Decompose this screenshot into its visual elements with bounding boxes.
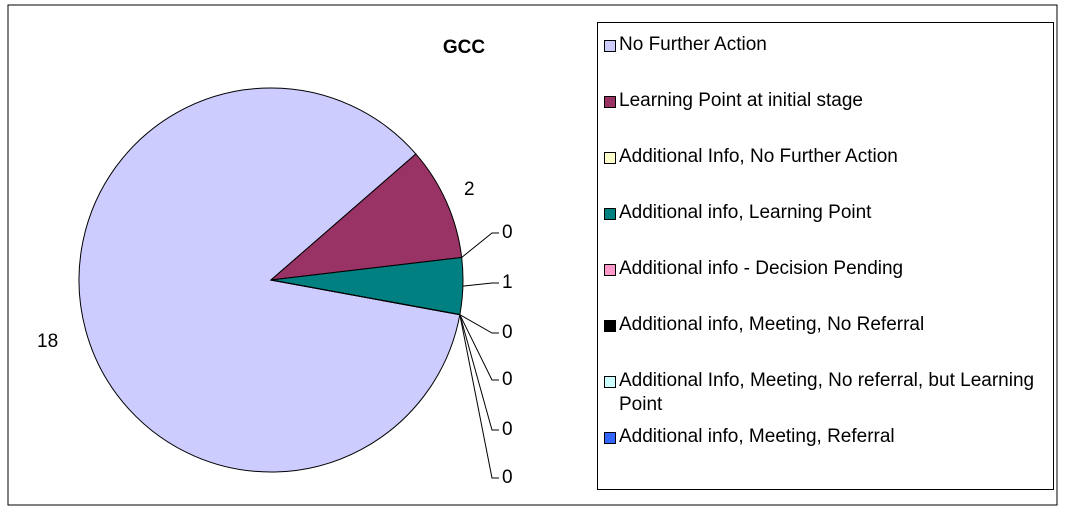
legend-item: Additional info - Decision Pending: [604, 257, 1044, 281]
legend-label: Additional info, Learning Point: [619, 202, 872, 223]
legend-label: Learning Point at initial stage: [619, 90, 863, 111]
leader-line: [461, 232, 499, 258]
data-label: 0: [502, 369, 513, 390]
data-label: 0: [502, 419, 513, 440]
legend-swatch: [604, 264, 616, 276]
legend-item: Learning Point at initial stage: [604, 89, 1044, 113]
legend-label: Additional Info, Meeting, No referral, b…: [619, 370, 1035, 415]
data-label: 18: [37, 331, 58, 352]
legend-label: Additional info, Meeting, No Referral: [619, 314, 925, 335]
data-label: 0: [502, 222, 513, 243]
legend-label: Additional info - Decision Pending: [619, 258, 904, 279]
pie-slice: [270, 279, 460, 316]
leader-line: [459, 314, 499, 431]
leader-line: [459, 314, 499, 334]
legend-swatch: [604, 96, 616, 108]
pie-slice: [78, 87, 461, 473]
legend-label: Additional Info, No Further Action: [619, 146, 898, 167]
legend-item: Additional info, Learning Point: [604, 201, 1044, 225]
data-label: 0: [502, 467, 513, 488]
legend-swatch: [604, 208, 616, 220]
data-label: 2: [464, 179, 475, 200]
data-label: 0: [502, 322, 513, 343]
legend-item: Additional info, Meeting, Referral: [604, 425, 1044, 449]
leader-line: [462, 282, 499, 287]
leader-line: [459, 314, 499, 381]
legend-swatch: [604, 320, 616, 332]
chart-title: GCC: [443, 37, 486, 58]
pie-slice: [270, 256, 464, 316]
legend-label: No Further Action: [619, 34, 767, 55]
legend-swatch: [604, 152, 616, 164]
legend-item: Additional Info, Meeting, No referral, b…: [604, 369, 1044, 417]
legend-label: Additional info, Meeting, Referral: [619, 426, 895, 447]
leader-line: [459, 314, 499, 479]
legend-swatch: [604, 376, 616, 388]
legend-swatch: [604, 432, 616, 444]
pie-slice: [269, 153, 463, 281]
legend-item: No Further Action: [604, 33, 1044, 57]
data-label: 1: [502, 272, 513, 293]
legend-swatch: [604, 40, 616, 52]
legend-item: Additional info, Meeting, No Referral: [604, 313, 1044, 337]
legend-item: Additional Info, No Further Action: [604, 145, 1044, 169]
legend: No Further Action Learning Point at initi…: [597, 22, 1054, 490]
chart-border: [7, 4, 1058, 506]
